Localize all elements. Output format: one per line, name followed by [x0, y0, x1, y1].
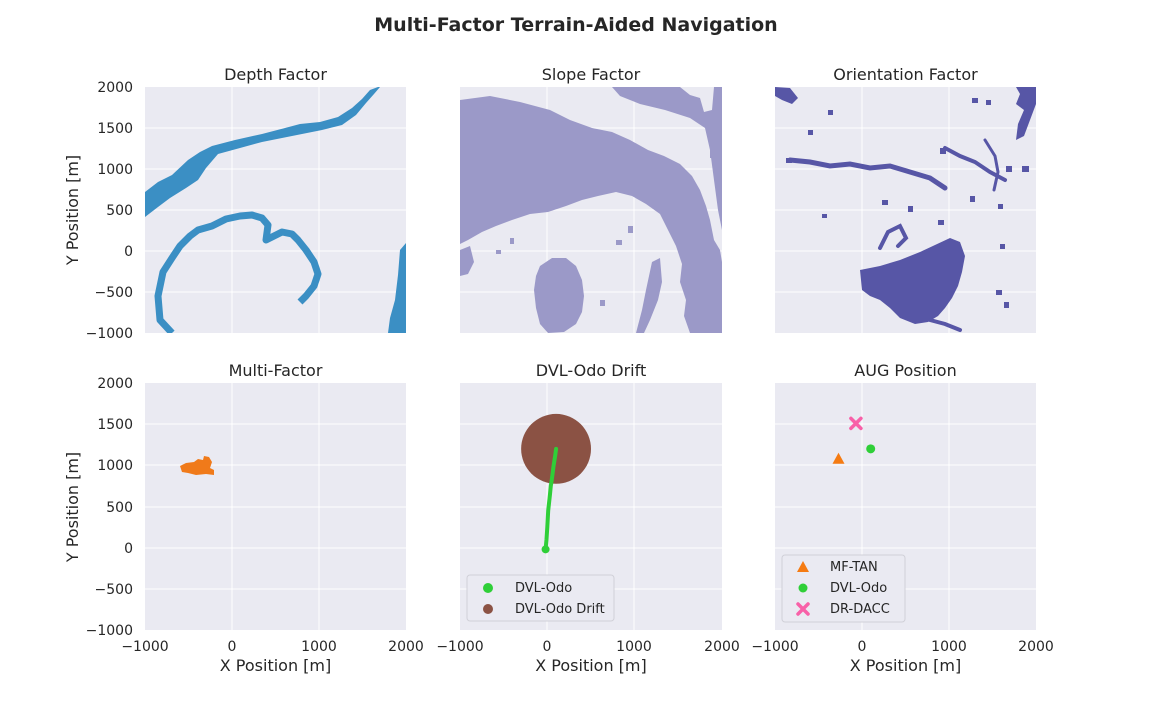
dr-dacc-marker [849, 416, 863, 431]
panel-dvl-odo-drift: DVL-Odo DVL-Odo Drift DVL-Odo Drift −100… [436, 361, 740, 675]
y-tick-label: 0 [124, 541, 133, 557]
panel-title: DVL-Odo Drift [536, 361, 646, 380]
slope-fleck [710, 150, 716, 158]
slope-fleck [616, 240, 622, 245]
panel-title: Depth Factor [224, 65, 327, 84]
legend: MF-TAN DVL-Odo DR-DACC [781, 554, 906, 623]
grid-lines [145, 383, 406, 630]
orientation-cluster [860, 238, 965, 324]
orientation-band [787, 157, 948, 191]
dvl-odo-end-point [541, 545, 550, 554]
slope-left-tail [460, 246, 474, 276]
panel-title: Multi-Factor [229, 361, 323, 380]
slope-fleck [496, 250, 501, 254]
panel-orientation-factor: Orientation Factor [775, 65, 1036, 333]
legend-label: DVL-Odo Drift [515, 602, 605, 617]
orientation-tail [928, 318, 962, 332]
x-axis-label: X Position [m] [850, 656, 962, 675]
depth-right-band [388, 243, 406, 333]
y-tick-label: 1500 [97, 121, 133, 137]
legend: DVL-Odo DVL-Odo Drift [466, 574, 615, 622]
panel-title: Orientation Factor [833, 65, 978, 84]
x-tick-label: 0 [543, 639, 552, 655]
legend-label: DVL-Odo [830, 581, 887, 596]
y-tick-label: 2000 [97, 80, 133, 96]
panel-slope-factor: Slope Factor [460, 65, 722, 333]
x-tick-label: −1000 [436, 639, 483, 655]
y-tick-label: 2000 [97, 376, 133, 392]
multi-factor-region [180, 456, 214, 475]
panel-title: AUG Position [854, 361, 956, 380]
legend-box [781, 554, 906, 623]
panel-aug-position: MF-TAN DVL-Odo DR-DACC AUG Position −100… [751, 361, 1054, 675]
x-tick-label: 0 [228, 639, 237, 655]
y-tick-label: 0 [124, 244, 133, 260]
x-tick-label: 2000 [1018, 639, 1054, 655]
y-axis-label: Y Position [m] [63, 155, 82, 266]
slope-fleck [510, 238, 514, 244]
x-tick-label: 0 [858, 639, 867, 655]
grid-lines [775, 383, 1036, 630]
y-tick-label: −500 [95, 285, 133, 301]
orientation-hook [878, 223, 909, 250]
slope-bottom-blob [534, 258, 584, 333]
x-axis-label: X Position [m] [220, 656, 332, 675]
slope-fleck [716, 180, 721, 186]
legend-label: DR-DACC [830, 602, 890, 617]
y-tick-label: 1000 [97, 458, 133, 474]
legend-marker-dvl-odo [483, 583, 493, 593]
legend-label: DVL-Odo [515, 581, 572, 596]
y-tick-label: 500 [106, 500, 133, 516]
legend-marker-drift [483, 604, 493, 614]
y-tick-label: 500 [106, 203, 133, 219]
mf-tan-marker [832, 452, 845, 464]
legend-marker-mf-tan [797, 561, 809, 572]
x-tick-label: 1000 [931, 639, 967, 655]
orientation-flecks [786, 98, 1029, 308]
x-tick-label: 2000 [704, 639, 740, 655]
slope-main-mass [460, 96, 722, 333]
panel-title: Slope Factor [542, 65, 641, 84]
slope-right-strip [636, 258, 662, 333]
legend-marker-dr-dacc [796, 602, 810, 616]
y-tick-label: −500 [95, 582, 133, 598]
y-axis-label: Y Position [m] [63, 452, 82, 563]
y-tick-label: 1000 [97, 162, 133, 178]
legend-box [466, 574, 615, 622]
y-tick-label: −1000 [86, 623, 133, 639]
x-tick-label: 1000 [616, 639, 652, 655]
depth-ring-contour [154, 211, 322, 333]
orientation-top-left [775, 87, 798, 104]
slope-fleck [600, 300, 605, 306]
y-tick-label: −1000 [86, 326, 133, 342]
legend-label: MF-TAN [830, 560, 878, 575]
legend-marker-dvl-odo [798, 583, 808, 593]
panel-depth-factor: Depth Factor 2000 1500 1000 500 0 −500 −… [63, 65, 406, 342]
slope-upper-mass [460, 87, 722, 230]
x-tick-label: 1000 [301, 639, 337, 655]
slope-fleck [628, 226, 633, 233]
dvl-odo-marker [866, 444, 876, 454]
x-tick-label: −1000 [121, 639, 168, 655]
x-axis-label: X Position [m] [535, 656, 647, 675]
y-tick-label: 1500 [97, 417, 133, 433]
orientation-arc [943, 146, 1007, 182]
panel-multi-factor: Multi-Factor 2000 1500 1000 500 0 −500 −… [63, 361, 424, 675]
dvl-odo-track [543, 446, 559, 552]
x-tick-label: −1000 [751, 639, 798, 655]
x-tick-label: 2000 [388, 639, 424, 655]
figure-title: Multi-Factor Terrain-Aided Navigation [374, 14, 777, 36]
orientation-top-right [1016, 87, 1036, 140]
orientation-arc [983, 138, 1000, 192]
